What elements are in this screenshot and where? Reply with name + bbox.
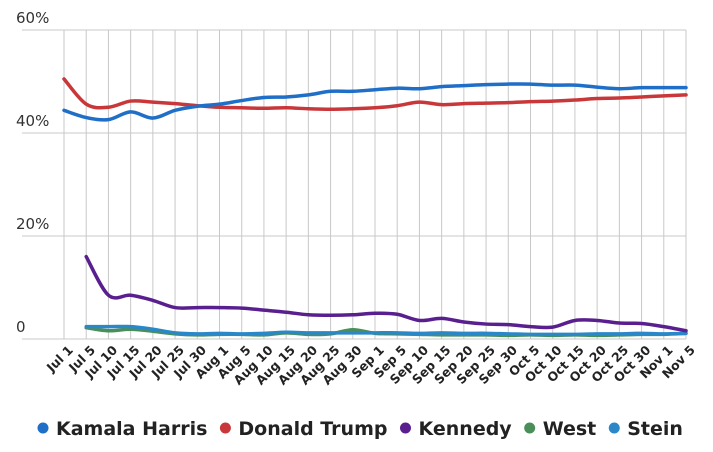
series-line-kennedy xyxy=(84,254,688,333)
legend-marker-kennedy xyxy=(399,422,411,434)
series-line-stein xyxy=(84,324,688,337)
y-tick-label: 0 xyxy=(16,318,26,336)
y-tick-label: 60% xyxy=(16,9,49,27)
series-line-kamala-harris xyxy=(62,82,688,122)
legend-label-donald-trump: Donald Trump xyxy=(238,418,387,440)
legend-marker-kamala-harris xyxy=(37,422,49,434)
y-axis-ticks: 0 20% 40% 60% xyxy=(16,9,49,336)
legend-label-kennedy: Kennedy xyxy=(418,418,512,440)
y-tick-label: 20% xyxy=(16,215,49,233)
legend-label-west: West xyxy=(543,418,597,440)
legend-marker-stein xyxy=(608,422,620,434)
legend: Kamala Harris Donald Trump Kennedy West Stei… xyxy=(37,418,683,440)
legend-label-stein: Stein xyxy=(627,418,683,440)
legend-marker-donald-trump xyxy=(219,422,231,434)
legend-marker-west xyxy=(524,422,536,434)
y-tick-label: 40% xyxy=(16,112,49,130)
grid xyxy=(22,29,687,340)
legend-label-kamala-harris: Kamala Harris xyxy=(56,418,207,440)
series-line-donald-trump xyxy=(62,77,688,112)
series-lines xyxy=(62,77,688,338)
